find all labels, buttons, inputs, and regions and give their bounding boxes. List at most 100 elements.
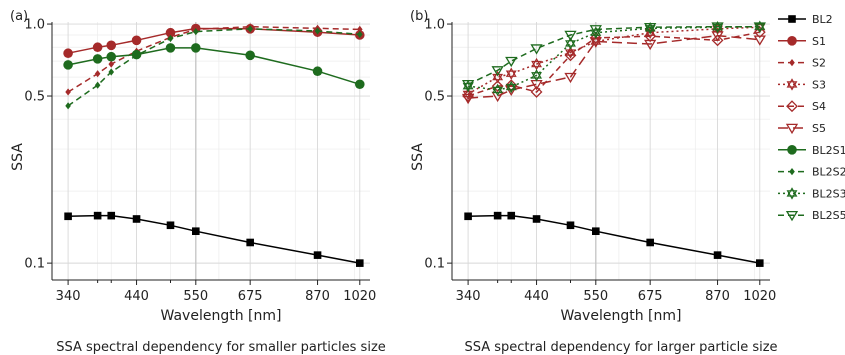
data-point: [314, 27, 321, 35]
x-axis-label: Wavelength [nm]: [561, 308, 682, 324]
data-point: [245, 50, 255, 61]
x-tick-label: 550: [583, 289, 608, 304]
x-tick-label: 440: [124, 289, 149, 304]
series-bl2s3: [462, 20, 766, 97]
data-point: [106, 40, 117, 51]
data-point: [132, 215, 141, 223]
data-point: [505, 85, 518, 97]
legend-marker: [788, 15, 796, 23]
data-point: [191, 227, 200, 236]
data-point: [589, 32, 602, 44]
data-point: [755, 259, 764, 267]
data-point: [313, 251, 322, 259]
data-point: [107, 211, 116, 220]
y-tick-label: 0.1: [24, 257, 45, 272]
legend-label: S4: [812, 100, 826, 113]
data-point: [65, 88, 71, 96]
legend-marker: [785, 123, 799, 135]
legend-entry-s1: S1: [778, 35, 826, 48]
data-point: [644, 22, 657, 34]
series-line-bl2s5: [467, 25, 760, 85]
data-point: [356, 25, 363, 33]
data-point: [247, 25, 253, 33]
data-point: [531, 69, 542, 82]
data-point: [356, 30, 363, 39]
series-bl2: [64, 211, 364, 267]
x-axis-label: Wavelength [nm]: [161, 308, 282, 324]
chart-panel-a: 340 440 550 675 870 1020 0.1 0.5 1.0 Wavelength […: [10, 9, 386, 355]
legend-entry-s4: S4: [778, 100, 826, 113]
data-point: [165, 27, 176, 38]
series-line-s2: [67, 25, 360, 93]
y-tick-label: 0.1: [424, 257, 445, 272]
data-point: [461, 93, 475, 105]
data-point: [312, 66, 323, 77]
data-point: [192, 27, 199, 36]
data-point: [753, 26, 766, 39]
data-point: [108, 60, 115, 68]
legend-entry-s2: S2: [778, 57, 826, 70]
data-point: [461, 80, 475, 91]
data-point: [246, 238, 254, 247]
legend-label: BL2S2: [812, 166, 845, 179]
panel-label: (b): [410, 9, 428, 24]
data-point: [464, 212, 472, 221]
data-point: [94, 70, 101, 78]
axes: 340 440 550 675 870 1020 0.1 0.5 1.0: [424, 18, 776, 304]
panel-caption: SSA spectral dependency for larger parti…: [464, 340, 777, 355]
data-point: [63, 60, 73, 70]
data-point: [564, 49, 577, 62]
data-point: [166, 221, 175, 230]
data-point: [94, 81, 101, 89]
legend-marker: [786, 187, 798, 200]
y-tick-label: 0.5: [424, 90, 445, 105]
legend-label: BL2S3: [812, 187, 845, 200]
data-point: [493, 211, 502, 220]
series-line-bl2s3: [468, 25, 760, 91]
legend-label: S3: [812, 78, 826, 91]
x-tick-label: 550: [183, 289, 208, 304]
data-point: [566, 221, 575, 230]
legend-entry-bl2s2: BL2S2: [778, 166, 845, 179]
data-point: [491, 66, 504, 77]
data-point: [92, 42, 103, 53]
x-tick-label: 340: [456, 289, 481, 304]
legend-marker: [786, 100, 798, 113]
data-point: [753, 35, 766, 46]
data-point: [505, 56, 518, 68]
legend-label: BL2S1: [812, 144, 845, 157]
legend-entry-bl2: BL2: [778, 13, 833, 26]
data-point: [355, 259, 364, 267]
data-point: [491, 80, 504, 93]
y-axis-label: SSA: [10, 143, 26, 171]
data-point: [589, 25, 602, 36]
legend-label: S1: [812, 35, 826, 48]
data-point: [644, 30, 657, 43]
y-tick-label: 1.0: [424, 18, 445, 33]
data-point: [133, 51, 140, 59]
legend-entry-bl2s1: BL2S1: [778, 144, 845, 157]
panel-label: (a): [10, 9, 28, 24]
legend-label: BL2: [812, 13, 833, 26]
data-point: [167, 34, 174, 43]
data-point: [711, 22, 724, 33]
x-tick-label: 440: [524, 289, 549, 304]
data-point: [131, 35, 142, 46]
legend-entry-bl2s5: BL2S5: [778, 209, 845, 222]
data-point: [63, 48, 73, 59]
legend-marker: [789, 59, 795, 67]
series-bl2s2: [65, 25, 363, 110]
legend-marker: [787, 36, 797, 46]
legend-label: S5: [812, 122, 826, 135]
y-tick-label: 1.0: [24, 18, 45, 33]
data-point: [505, 67, 517, 80]
data-point: [492, 83, 504, 97]
legend-entry-s3: S3: [778, 78, 826, 91]
data-point: [190, 43, 201, 53]
panel-caption: SSA spectral dependency for smaller part…: [56, 340, 386, 355]
grid: [52, 22, 370, 280]
data-point: [530, 86, 543, 98]
data-point: [531, 57, 542, 71]
